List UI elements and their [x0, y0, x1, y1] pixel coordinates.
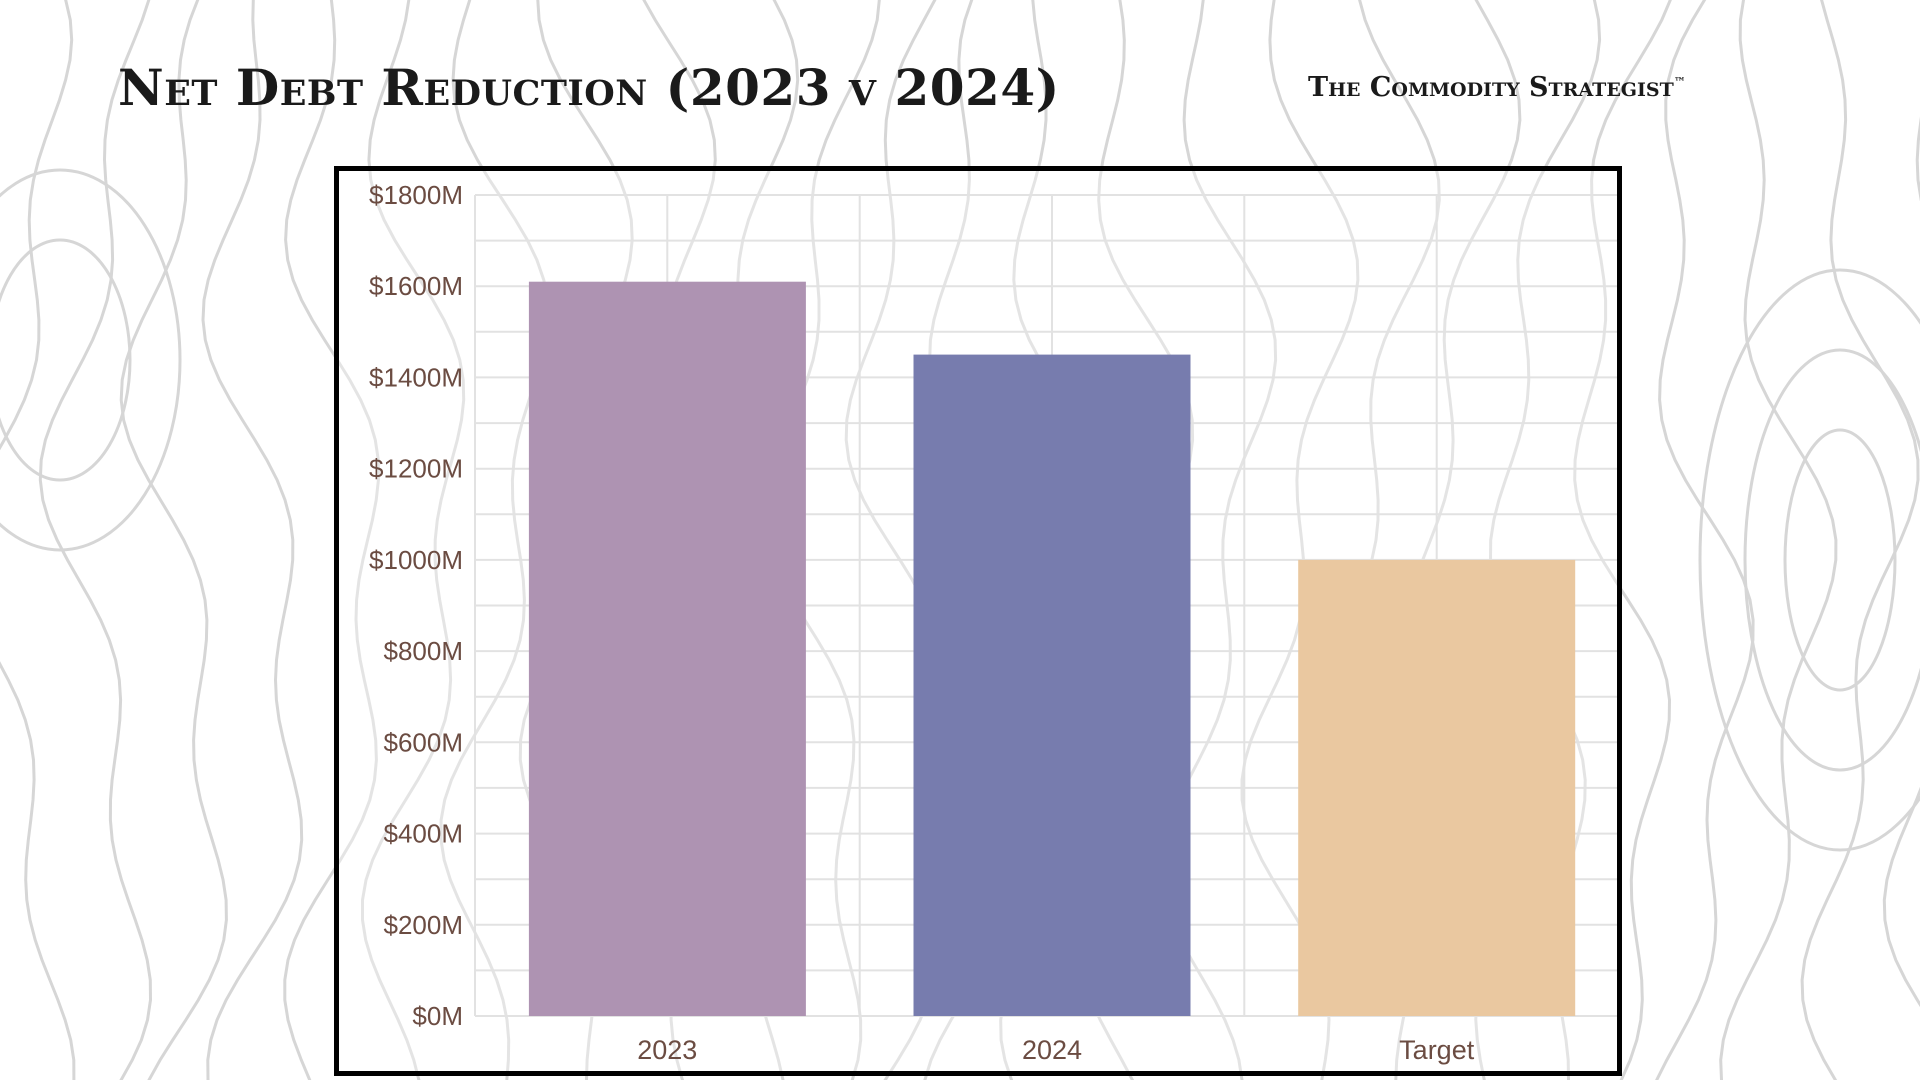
bar-target [1298, 559, 1576, 1016]
bar-layer [528, 281, 1576, 1017]
contour-line [38, 0, 153, 1080]
y-axis-ticks: $0M $200M $400M $600M $800M $1000M $1200M $1400… [369, 180, 463, 1031]
bar-2024 [913, 354, 1191, 1017]
y-tick-label: $0M [412, 1001, 463, 1031]
contour-ring [1743, 348, 1920, 772]
y-tick-label: $1800M [369, 180, 463, 210]
bar-chart: $0M $200M $400M $600M $800M $1000M $1200M $1400… [369, 180, 1617, 1065]
contour-line [1882, 116, 1920, 1008]
brand-text: The Commodity Strategist [1308, 72, 1674, 103]
y-tick-label: $400M [384, 819, 464, 849]
y-tick-label: $1400M [369, 362, 463, 392]
contour-line [1800, 0, 1920, 1080]
y-tick-label: $1000M [369, 545, 463, 575]
bar-2023 [528, 281, 806, 1016]
contour-line [1719, 0, 1838, 1080]
contour-ring [1698, 268, 1920, 852]
trademark-mark: ™ [1673, 75, 1686, 89]
x-axis-labels: 2023 2024 Target [637, 1035, 1474, 1065]
contour-line [0, 0, 76, 1080]
y-tick-label: $1600M [369, 271, 463, 301]
contour-line [283, 0, 380, 1080]
contour-ring [0, 238, 132, 482]
contour-ring [1783, 428, 1897, 692]
x-tick-label: 2023 [637, 1035, 697, 1065]
brand-name: The Commodity Strategist™ [1308, 72, 1686, 103]
page-title: Net Debt Reduction (2023 v 2024) [118, 58, 1060, 117]
chart-frame: $0M $200M $400M $600M $800M $1000M $1200M $1400… [334, 166, 1622, 1076]
contour-line [201, 0, 304, 1080]
y-tick-label: $600M [384, 727, 464, 757]
x-tick-label: 2024 [1022, 1035, 1082, 1065]
y-tick-label: $800M [384, 636, 464, 666]
x-tick-label: Target [1399, 1035, 1475, 1065]
contour-line [119, 0, 228, 1080]
contour-ring [0, 168, 182, 552]
y-tick-label: $200M [384, 910, 464, 940]
y-tick-label: $1200M [369, 454, 463, 484]
contour-line [1655, 0, 1755, 1080]
